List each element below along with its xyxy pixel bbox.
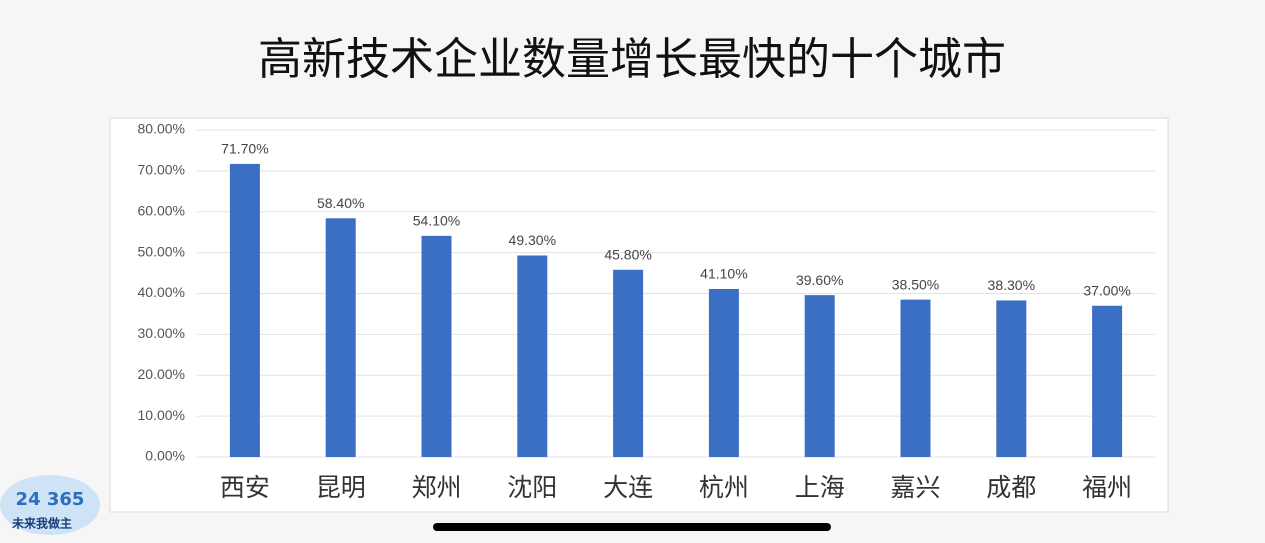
y-tick-label: 70.00% bbox=[138, 162, 185, 178]
bar bbox=[804, 295, 835, 457]
x-tick-label: 杭州 bbox=[699, 473, 749, 502]
y-tick-label: 50.00% bbox=[138, 243, 185, 259]
x-tick-label: 福州 bbox=[1082, 473, 1132, 502]
value-label: 54.10% bbox=[413, 213, 460, 229]
bar bbox=[1092, 305, 1123, 457]
x-tick-label: 大连 bbox=[603, 473, 653, 502]
chart-title: 高新技术企业数量增长最快的十个城市 bbox=[258, 34, 1006, 85]
home-indicator bbox=[433, 523, 831, 531]
bar bbox=[229, 163, 260, 457]
x-tick-label: 郑州 bbox=[411, 473, 461, 502]
logo: 24 365 未来我做主 bbox=[0, 475, 100, 535]
bar bbox=[421, 235, 452, 457]
bar bbox=[900, 299, 931, 457]
x-tick-label: 沈阳 bbox=[507, 473, 557, 502]
value-label: 45.80% bbox=[604, 246, 651, 262]
bar bbox=[996, 300, 1027, 457]
logo-number: 24 365 bbox=[16, 489, 85, 510]
value-label: 37.00% bbox=[1083, 282, 1130, 298]
value-label: 38.50% bbox=[892, 276, 939, 292]
value-label: 41.10% bbox=[700, 266, 747, 282]
y-tick-label: 30.00% bbox=[138, 325, 185, 341]
bar bbox=[613, 269, 644, 457]
y-tick-label: 80.00% bbox=[138, 121, 185, 137]
bar bbox=[708, 289, 739, 457]
logo-slogan: 未来我做主 bbox=[11, 516, 72, 531]
bar bbox=[325, 218, 356, 457]
bar bbox=[517, 255, 548, 457]
y-tick-label: 20.00% bbox=[138, 366, 185, 382]
value-label: 49.30% bbox=[509, 232, 556, 248]
logo-cloud bbox=[0, 475, 100, 535]
x-tick-label: 上海 bbox=[795, 473, 845, 502]
value-label: 58.40% bbox=[317, 195, 364, 211]
value-label: 71.70% bbox=[221, 141, 268, 157]
y-tick-label: 40.00% bbox=[138, 284, 185, 300]
y-tick-label: 0.00% bbox=[145, 448, 185, 464]
value-label: 39.60% bbox=[796, 272, 843, 288]
x-tick-label: 嘉兴 bbox=[890, 473, 940, 502]
value-label: 38.30% bbox=[988, 277, 1035, 293]
y-tick-label: 60.00% bbox=[138, 202, 185, 218]
x-tick-label: 昆明 bbox=[316, 473, 366, 502]
x-tick-label: 成都 bbox=[986, 473, 1036, 502]
y-tick-label: 10.00% bbox=[138, 407, 185, 423]
x-tick-label: 西安 bbox=[220, 473, 270, 502]
